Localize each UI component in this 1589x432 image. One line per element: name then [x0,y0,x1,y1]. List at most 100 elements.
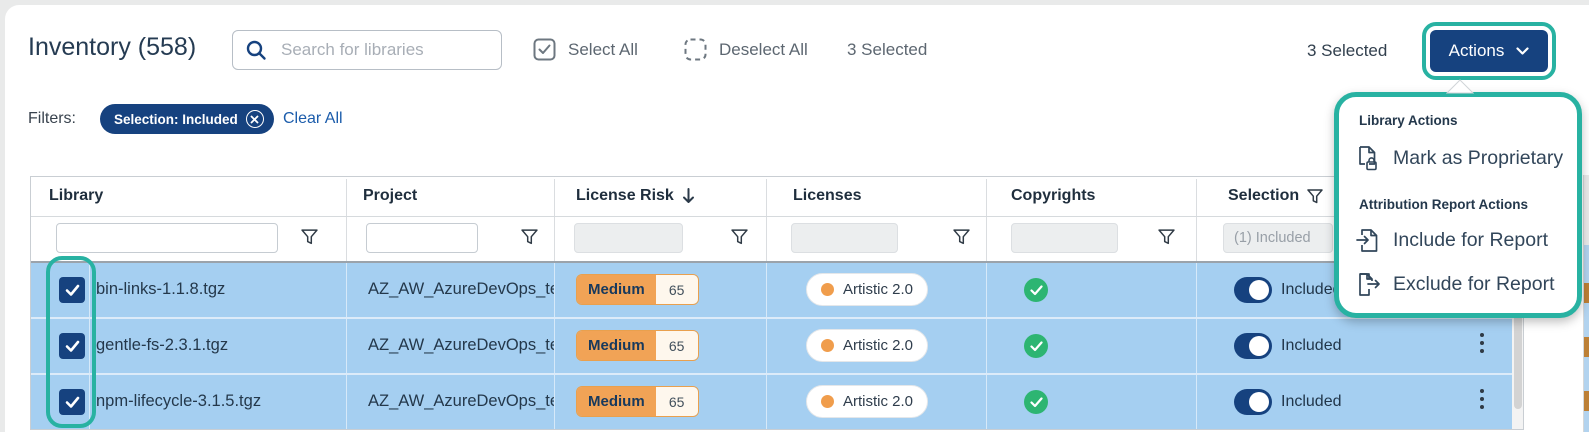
actions-button[interactable]: Actions [1430,30,1548,72]
row-checkbox[interactable] [59,277,85,303]
library-filter-input[interactable] [56,223,278,253]
search-placeholder: Search for libraries [281,40,424,59]
project-name: AZ_AW_AzureDevOps_te [368,336,554,354]
license-name: Artistic 2.0 [843,337,914,354]
library-name[interactable]: gentle-fs-2.3.1.tgz [96,336,229,354]
selection-label: Included [1281,337,1342,354]
table-row[interactable]: npm-lifecycle-3.1.5.tgz AZ_AW_AzureDevOp… [31,375,1512,429]
menu-item-mark-as-proprietary[interactable]: Mark as Proprietary [1355,145,1563,172]
menu-item-label: Include for Report [1393,229,1549,251]
search-input[interactable]: Search for libraries [232,30,502,70]
clipped-content-strip [1583,175,1589,432]
project-name: AZ_AW_AzureDevOps_te [368,280,554,298]
table-row[interactable]: bin-links-1.1.8.tgz AZ_AW_AzureDevOps_te… [31,263,1512,317]
selection-filter-input[interactable]: (1) Included [1223,223,1333,253]
column-header-selection[interactable]: Selection [1228,187,1323,205]
license-pill[interactable]: Artistic 2.0 [806,385,929,418]
toggle-knob [1249,336,1269,356]
column-divider [1196,179,1197,261]
row-divider [31,373,1512,375]
library-name[interactable]: bin-links-1.1.8.tgz [96,280,226,298]
filter-funnel-icon[interactable] [1158,229,1175,250]
project-name: AZ_AW_AzureDevOps_te [368,392,554,410]
license-risk-badge: Medium 65 [576,386,699,417]
row-checkbox[interactable] [59,389,85,415]
toggle-knob [1249,392,1269,412]
menu-item-include-for-report[interactable]: Include for Report [1355,227,1548,254]
column-header-label: Library [49,187,104,204]
menu-item-label: Mark as Proprietary [1393,147,1564,169]
license-pill[interactable]: Artistic 2.0 [806,273,929,306]
row-checkbox[interactable] [59,333,85,359]
select-all-label: Select All [568,39,638,59]
menu-item-exclude-for-report[interactable]: Exclude for Report [1355,271,1555,298]
column-divider [766,179,767,261]
filters-label: Filters: [28,110,76,127]
column-divider [346,179,347,261]
document-arrow-in-icon [1355,227,1381,254]
checkbox-checked-icon [533,38,556,61]
green-check-circle-icon [1024,334,1048,358]
select-all-button[interactable]: Select All [533,38,638,61]
dashed-square-icon [684,38,707,61]
license-name: Artistic 2.0 [843,393,914,410]
selection-label: Included [1281,281,1342,298]
selection-toggle[interactable] [1234,389,1272,415]
menu-item-label: Exclude for Report [1393,273,1555,295]
column-header-label: Selection [1228,187,1300,204]
filter-funnel-icon [1307,188,1323,204]
licenses-filter-input [791,223,898,253]
column-header-licenses[interactable]: Licenses [793,187,861,205]
deselect-all-button[interactable]: Deselect All [684,38,808,61]
license-pill[interactable]: Artistic 2.0 [806,329,929,362]
column-header-label: Project [363,187,418,204]
document-lock-icon [1355,145,1381,172]
header-divider [31,216,1523,217]
license-risk-filter-input [574,223,683,253]
library-name[interactable]: npm-lifecycle-3.1.5.tgz [96,392,262,410]
chevron-down-icon [1516,46,1529,56]
selected-count-right: 3 Selected [1307,41,1388,60]
risk-score: 65 [655,331,698,360]
license-risk-badge: Medium 65 [576,330,699,361]
green-check-circle-icon [1024,278,1048,302]
license-risk-badge: Medium 65 [576,274,699,305]
sort-descending-arrow-icon [682,188,695,204]
column-header-license-risk[interactable]: License Risk [576,187,695,205]
menu-section-heading: Attribution Report Actions [1359,197,1528,212]
filter-chip-selection-included[interactable]: Selection: Included [100,104,274,134]
risk-level: Medium [577,387,656,416]
selection-filter-value: (1) Included [1234,230,1311,246]
kebab-menu-icon[interactable] [1480,389,1484,409]
filter-funnel-icon[interactable] [301,229,318,250]
menu-section-heading: Library Actions [1359,113,1458,128]
deselect-all-label: Deselect All [719,39,808,59]
selection-toggle[interactable] [1234,333,1272,359]
column-header-copyrights[interactable]: Copyrights [1011,187,1095,205]
license-risk-dot-icon [821,339,834,352]
search-icon [245,39,267,61]
filter-funnel-icon[interactable] [521,229,538,250]
vertical-scrollbar-thumb[interactable] [1514,263,1522,409]
selection-toggle[interactable] [1234,277,1272,303]
license-risk-dot-icon [821,283,834,296]
column-divider [986,179,987,261]
risk-score: 65 [655,387,698,416]
column-header-label: Licenses [793,187,862,204]
table-row[interactable]: gentle-fs-2.3.1.tgz AZ_AW_AzureDevOps_te… [31,319,1512,373]
close-icon[interactable] [245,110,264,128]
filter-chip-label: Selection: Included [114,111,238,127]
column-header-library[interactable]: Library [49,187,103,205]
project-filter-input[interactable] [366,223,478,253]
filter-funnel-icon[interactable] [731,229,748,250]
filter-funnel-icon[interactable] [953,229,970,250]
clear-all-link[interactable]: Clear All [283,110,343,127]
risk-level: Medium [577,275,656,304]
page-title: Inventory (558) [28,33,197,61]
column-header-project[interactable]: Project [363,187,417,205]
actions-button-label: Actions [1448,41,1505,60]
selection-label: Included [1281,393,1342,410]
column-divider [554,179,555,261]
kebab-menu-icon[interactable] [1480,333,1484,353]
actions-dropdown-menu: Library Actions Mark as Proprietary Attr… [1334,92,1582,318]
